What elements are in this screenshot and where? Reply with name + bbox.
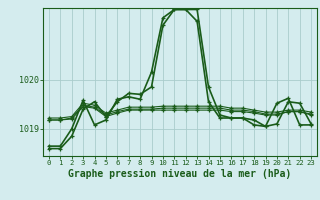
X-axis label: Graphe pression niveau de la mer (hPa): Graphe pression niveau de la mer (hPa) — [68, 169, 292, 179]
